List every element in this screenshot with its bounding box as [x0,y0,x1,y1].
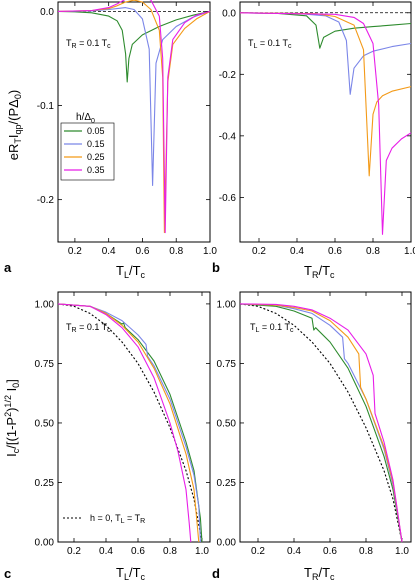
series-line-0-15 [239,303,403,543]
panel-label-d: d [212,566,220,581]
y-tick-label: -0.4 [219,131,237,142]
x-tick-label: 0.6 [323,546,337,557]
x-tick-label: 0.2 [251,546,265,557]
x-tick-label: 0.4 [99,546,113,557]
series-line-0-25 [239,12,412,177]
y-tick-label: -0.1 [37,101,55,112]
y-tick-label: 0.00 [217,538,237,549]
y-tick-label: 0.0 [222,8,236,19]
series-line-0-35 [57,0,211,234]
y-tick-label: -0.2 [219,70,237,81]
y-tick-label: -0.6 [219,193,237,204]
panel-d-xlabel: TR/Tc [304,565,335,582]
series-line-0-05 [57,303,203,543]
panel-a-ylabel: eRTIqp/(PΔ0) [6,90,23,160]
legend-entry: 0.25 [87,152,105,162]
x-tick-label: 0.6 [131,546,145,557]
panel-a-annotation: TR = 0.1 Tc [66,38,111,50]
legend-box [60,122,115,181]
x-tick-label: 1.0 [203,246,217,257]
legend-entry: 0.35 [87,165,105,175]
y-tick-label: 0.75 [217,359,237,370]
legend-items: 0.05 0.15 0.25 0.35 [64,126,105,175]
series-line-h-0-T-L-T-R [57,303,203,543]
y-tick-label: -0.2 [37,195,55,206]
panel-d-annotation: TL = 0.1 Tc [250,322,294,334]
panel-a-frame [57,1,211,243]
x-tick-label: 0.4 [287,546,301,557]
legend: h/Δ0 0.05 0.15 0.25 0.35 [60,112,115,181]
y-tick-label: 0.75 [35,359,55,370]
y-tick-label: 1.00 [35,299,55,310]
y-tick-label: 0.50 [35,418,55,429]
series-line-0-15 [239,12,412,95]
y-tick-label: 1.00 [217,299,237,310]
x-tick-label: 0.8 [169,246,183,257]
panel-c-annotation: TR = 0.1 Tc [66,322,111,334]
x-tick-label: 0.4 [290,246,304,257]
legend-title: h/Δ0 [76,112,95,125]
panel-b-annotation: TL = 0.1 Tc [248,38,292,50]
panel-d-plot: 0.2 0.4 0.6 0.8 1.0 0.00 0.25 0.50 0.75 1.00 [217,292,411,557]
x-tick-label: 0.8 [366,246,380,257]
series-line-0-05 [239,12,412,49]
series-line-0-15 [57,7,211,187]
series-line-0-35 [239,12,412,235]
panel-b: 0.2 0.4 0.6 0.8 1.0 0.0 -0.2 -0.4 -0.6 TL = 0.1 … [212,1,415,280]
x-tick-label: 1.0 [395,546,409,557]
x-tick-label: 0.8 [163,546,177,557]
legend-entry: 0.05 [87,126,105,136]
panel-b-xlabel: TR/Tc [304,263,335,280]
panel-label-c: c [4,566,11,581]
x-tick-label: 0.2 [67,546,81,557]
y-tick-label: 0.25 [217,478,237,489]
series-line-0-25 [57,0,211,234]
panel-c-plot: 0.2 0.4 0.6 0.8 1.0 0.00 0.25 0.50 0.75 1.00 [35,292,210,557]
panel-c: 0.2 0.4 0.6 0.8 1.0 0.00 0.25 0.50 0.75 1.00 TR =… [3,291,211,582]
panel-a: 0.2 0.4 0.6 0.8 1.0 0.0 -0.1 -0.2 TR = 0.1 Tc h… [4,0,217,280]
series-line-0-15 [57,303,201,543]
series-line-h-0-T-L-T-R [239,303,403,543]
panel-c-frame [57,291,211,543]
x-tick-label: 0.6 [328,246,342,257]
series-line-0-05 [239,303,403,543]
series-line-0-05 [57,10,211,83]
x-tick-label: 0.2 [252,246,266,257]
panel-b-frame [239,1,412,243]
series-line-0-25 [239,303,403,543]
panel-label-a: a [4,260,12,275]
panel-d: 0.2 0.4 0.6 0.8 1.0 0.00 0.25 0.50 0.75 1.00 TL =… [212,291,412,582]
y-tick-label: 0.25 [35,478,55,489]
panel-a-xlabel: TL/Tc [116,263,146,280]
panel-c-xlabel: TL/Tc [116,565,146,582]
y-tick-label: 0.00 [35,538,55,549]
legend-entry: 0.15 [87,139,105,149]
reference-legend-label: h = 0, TL = TR [90,513,145,525]
panel-b-plot: 0.2 0.4 0.6 0.8 1.0 0.0 -0.2 -0.4 -0.6 [219,2,415,257]
x-tick-label: 1.0 [195,546,209,557]
panel-label-b: b [212,260,220,275]
x-tick-label: 0.8 [359,546,373,557]
panel-c-ylabel: Ic/[(1-P2)1/2 I0] [3,379,21,457]
x-tick-label: 0.6 [135,246,149,257]
y-tick-label: 0.50 [217,418,237,429]
y-tick-label: 0.0 [40,7,54,18]
series-line-0-35 [57,303,192,543]
x-tick-label: 0.2 [68,246,82,257]
panel-a-plot: 0.2 0.4 0.6 0.8 1.0 0.0 -0.1 -0.2 [37,0,217,257]
panel-d-frame [239,291,412,543]
x-tick-label: 0.4 [102,246,116,257]
series-line-0-35 [239,303,403,543]
x-tick-label: 1.0 [404,246,415,257]
